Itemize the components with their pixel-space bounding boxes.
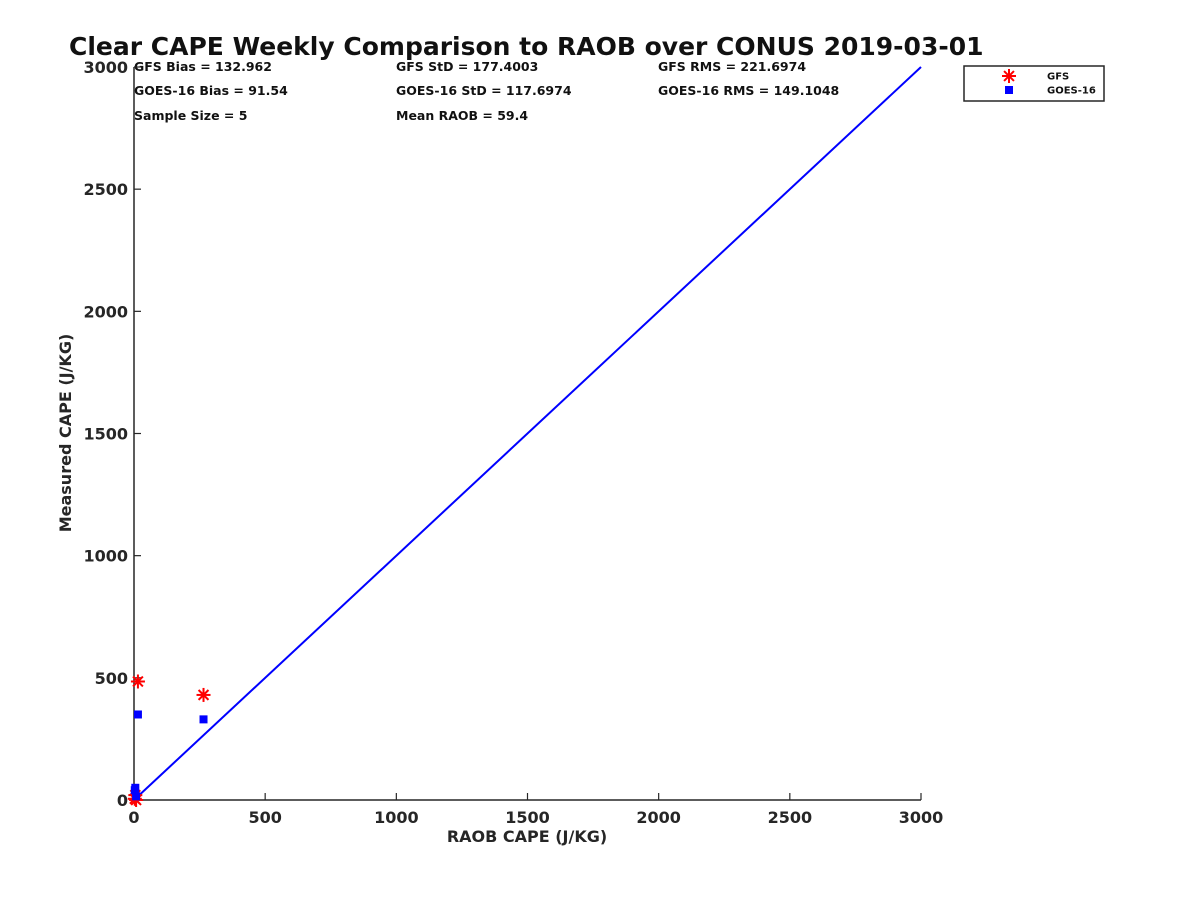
y-tick-label: 1500 — [83, 425, 128, 444]
y-tick-label: 2500 — [83, 180, 128, 199]
gfs-bias: GFS Bias = 132.962 — [134, 59, 272, 74]
goes-rms: GOES-16 RMS = 149.1048 — [658, 83, 839, 98]
gfs-std: GFS StD = 177.4003 — [396, 59, 538, 74]
x-tick-label: 1500 — [505, 808, 550, 827]
gfs-point — [130, 674, 145, 689]
y-tick-label: 0 — [117, 791, 128, 810]
legend-label: GFS — [1047, 72, 1069, 83]
y-tick-label: 3000 — [83, 58, 128, 77]
gfs-point — [196, 687, 211, 702]
x-tick-label: 500 — [248, 808, 281, 827]
legend-goes16-marker — [1005, 86, 1013, 94]
one-to-one-line — [133, 66, 922, 801]
legend-box — [963, 65, 1105, 102]
reference-line-group — [133, 66, 922, 801]
x-tick-label: 2500 — [768, 808, 813, 827]
legend-label: GOES-16 — [1047, 86, 1096, 97]
y-tick-label: 500 — [95, 669, 128, 688]
x-tick-label: 2000 — [636, 808, 681, 827]
goes-std: GOES-16 StD = 117.6974 — [396, 83, 572, 98]
x-tick-label: 0 — [128, 808, 139, 827]
data-points — [127, 674, 211, 807]
goes16-point — [199, 715, 208, 724]
sample-size: Sample Size = 5 — [134, 108, 247, 123]
goes16-point — [132, 792, 141, 801]
gfs-rms: GFS RMS = 221.6974 — [658, 59, 806, 74]
mean-raob: Mean RAOB = 59.4 — [396, 108, 528, 123]
legend: GFS GOES-16 — [963, 65, 1105, 102]
x-tick-label: 3000 — [899, 808, 944, 827]
goes16-point — [133, 710, 142, 719]
axes: 0 500 1000 1500 2000 2500 3000 0 500 1000 1500 2000… — [83, 58, 943, 827]
y-axis-label: Measured CAPE (J/KG) — [56, 334, 75, 533]
y-tick-label: 1000 — [83, 547, 128, 566]
goes16-point — [130, 786, 139, 795]
legend-gfs-marker — [1002, 69, 1016, 83]
goes-bias: GOES-16 Bias = 91.54 — [134, 83, 288, 98]
y-tick-label: 2000 — [83, 302, 128, 321]
x-tick-label: 1000 — [374, 808, 419, 827]
chart-title: Clear CAPE Weekly Comparison to RAOB ove… — [69, 32, 984, 61]
x-axis-label: RAOB CAPE (J/KG) — [447, 827, 607, 846]
stats-panel: GFS Bias = 132.962 GOES-16 Bias = 91.54 … — [134, 59, 839, 123]
